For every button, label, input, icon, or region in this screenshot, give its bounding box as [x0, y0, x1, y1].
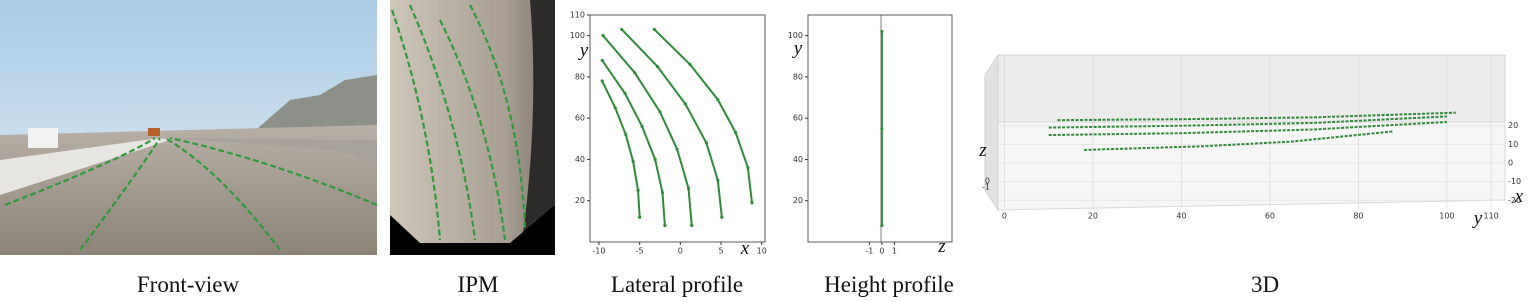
lane-line [1057, 111, 1456, 122]
lane-point [638, 215, 642, 219]
lane-point [633, 71, 637, 75]
lane-point [623, 91, 627, 96]
lane-point [880, 29, 884, 34]
lane-line [601, 59, 666, 226]
z-tick-label: -1 [982, 183, 990, 192]
lane-point [660, 190, 665, 195]
lane-point [734, 131, 738, 135]
y-tick-label: 20 [575, 196, 585, 205]
x-tick-label: -5 [636, 247, 644, 256]
y-tick-label: 110 [1484, 212, 1499, 221]
lane-point [653, 157, 657, 162]
y-axis-label: y [792, 38, 803, 59]
x-tick-label: 0 [1508, 159, 1513, 168]
x-axis-label: x [1514, 186, 1524, 207]
lane-point [624, 133, 628, 137]
lane-point [600, 79, 604, 83]
x-tick-label: 20 [1508, 121, 1518, 130]
caption: Front-view [137, 272, 240, 297]
x-tick-label: 0 [678, 247, 683, 256]
x-tick-label: 1 [892, 247, 897, 256]
y-tick-label: 40 [1176, 212, 1186, 221]
lane-point [663, 223, 667, 228]
lane-point [613, 106, 617, 110]
y-tick-label: 100 [1439, 212, 1454, 221]
caption: IPM [458, 272, 499, 297]
lane-point [655, 64, 660, 69]
lane-point [720, 215, 724, 219]
y-tick-label: 60 [575, 114, 585, 123]
lane-point [675, 147, 679, 151]
3d-panes [984, 53, 1506, 212]
lane-point [750, 201, 754, 205]
lane-point [683, 102, 687, 106]
y-tick-label: 100 [788, 31, 803, 40]
lane-point [601, 34, 605, 38]
x-tick-label: 0 [879, 247, 884, 256]
x-tick-label: -10 [592, 247, 605, 256]
lane-point [746, 166, 750, 170]
x-tick-label: -1 [865, 247, 873, 256]
lane-line [653, 28, 753, 203]
lane-line [1084, 130, 1394, 151]
y-tick-label: 20 [1088, 212, 1098, 221]
y-tick-label: 60 [793, 114, 803, 123]
plot-frame [807, 14, 953, 243]
lane-point [716, 98, 720, 102]
lane-point [636, 188, 640, 193]
lane-point [880, 223, 884, 228]
caption: Lateral profile [611, 272, 743, 297]
plot-frame [589, 14, 766, 243]
x-axis-label: z [937, 236, 946, 257]
y-tick-label: 0 [1002, 212, 1007, 221]
lane-point [716, 178, 720, 182]
lane-point [600, 58, 604, 63]
lane-point [640, 124, 644, 129]
lane-line [601, 80, 641, 218]
lane-point [652, 27, 656, 32]
front-view-image [0, 0, 378, 255]
x-tick-label: 10 [757, 247, 767, 256]
y-axis-label: y [1472, 208, 1483, 229]
y-tick-label: 110 [570, 11, 585, 20]
lane-line [1048, 121, 1447, 137]
lane-point [690, 223, 694, 228]
y-tick-label: 20 [793, 196, 803, 205]
lane-line [621, 28, 723, 218]
caption: 3D [1251, 272, 1279, 297]
y-tick-label: 40 [793, 155, 803, 164]
y-axis-label: y [578, 40, 589, 61]
y-tick-label: 100 [570, 31, 585, 40]
lane-point [880, 126, 884, 131]
caption: Height profile [824, 272, 954, 297]
x-tick-label: 5 [718, 247, 723, 256]
z-axis-label: z [978, 140, 987, 161]
x-tick-label: 10 [1508, 140, 1518, 149]
lane-point [704, 141, 708, 145]
lane-point [686, 186, 691, 190]
lane-line [602, 34, 693, 226]
x-tick-label: -10 [1508, 177, 1521, 186]
z-tick-label: 0 [985, 177, 990, 186]
y-tick-label: 60 [1265, 212, 1275, 221]
y-tick-label: 80 [793, 72, 803, 81]
x-axis-label: x [740, 238, 750, 259]
lane-point [631, 159, 635, 164]
lane-line [1048, 115, 1447, 129]
ipm-image [390, 0, 555, 255]
y-tick-label: 80 [1353, 212, 1363, 221]
lane-point [620, 27, 624, 32]
lane-point [688, 62, 692, 67]
lane-point [658, 110, 662, 114]
y-tick-label: 80 [575, 72, 585, 81]
x-tick-label: -20 [1508, 196, 1521, 205]
y-tick-label: 40 [575, 155, 585, 164]
